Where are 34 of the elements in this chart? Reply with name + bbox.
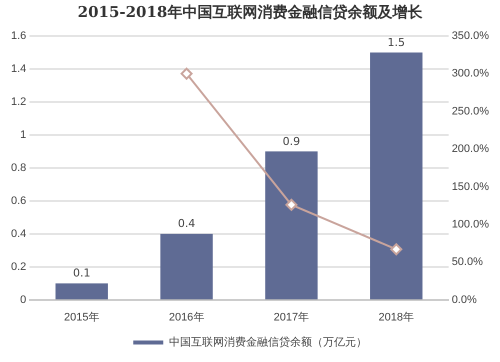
bar — [265, 151, 318, 300]
y2-tick-label: 100.0% — [452, 218, 490, 230]
y-tick-label: 1.6 — [10, 30, 26, 42]
y-tick-label: 1.2 — [10, 96, 26, 108]
y2-tick-label: 150.0% — [452, 180, 490, 193]
y-tick-label: 1 — [20, 128, 26, 141]
x-tick-label: 2015年 — [64, 311, 100, 324]
y2-tick-label: 200.0% — [452, 143, 490, 156]
legend-label: 中国互联网消费金融信贷余额（万亿元） — [168, 336, 367, 349]
y-tick-label: 0.8 — [10, 162, 26, 174]
y2-tick-label: 350.0% — [452, 30, 490, 42]
data-label: 0.9 — [282, 134, 300, 148]
y-tick-label: 0.6 — [10, 194, 26, 207]
y2-tick-label: 0.0% — [452, 294, 477, 306]
y-tick-label: 0 — [20, 294, 26, 306]
data-label: 1.5 — [388, 36, 406, 49]
y2-tick-label: 250.0% — [452, 105, 490, 118]
x-tick-label: 2018年 — [378, 311, 414, 324]
point — [285, 198, 298, 211]
bar — [56, 283, 108, 300]
point — [390, 243, 402, 256]
bar — [160, 234, 213, 300]
y-tick-label: 0.4 — [10, 228, 26, 240]
x-tick-label: 2017年 — [274, 311, 310, 324]
y-tick-label: 1.4 — [10, 63, 26, 76]
data-label: 0.4 — [178, 217, 196, 230]
x-tick-label: 2016年 — [168, 311, 204, 324]
data-label: 0.1 — [72, 266, 90, 280]
chart-title: 2015-2018年中国互联网消费金融信贷余额及增长 — [78, 2, 424, 21]
bar — [370, 52, 422, 300]
y2-tick-label: 50.0% — [452, 256, 484, 268]
point — [180, 68, 193, 80]
y-tick-label: 0.2 — [10, 260, 26, 273]
y2-tick-label: 300.0% — [452, 68, 490, 80]
